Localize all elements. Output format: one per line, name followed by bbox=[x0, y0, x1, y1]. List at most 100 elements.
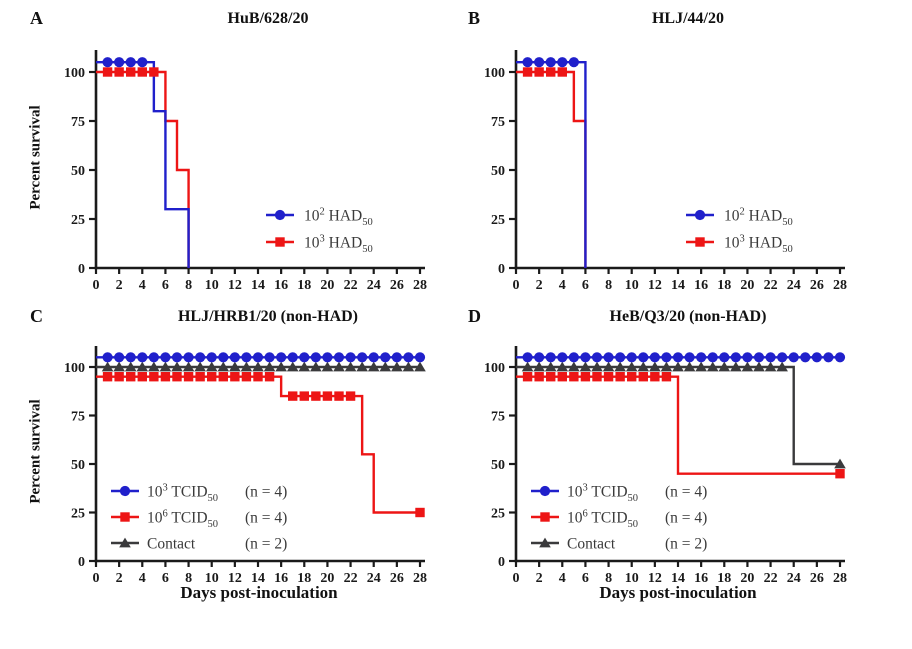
marker-triangle bbox=[544, 361, 557, 372]
marker-triangle bbox=[240, 361, 253, 372]
marker-triangle bbox=[205, 361, 218, 372]
marker-circle bbox=[195, 352, 206, 363]
marker-triangle bbox=[556, 361, 569, 372]
marker-circle bbox=[672, 352, 684, 363]
marker-square bbox=[120, 512, 130, 522]
series-markers-blue bbox=[522, 352, 846, 363]
legend-n-label: (n = 4) bbox=[245, 484, 287, 501]
legend-label: Contact bbox=[147, 536, 196, 553]
marker-triangle bbox=[356, 361, 368, 372]
marker-circle bbox=[114, 352, 125, 363]
marker-square bbox=[546, 372, 556, 382]
panel-a: 0 2 4 6 8 10 12 14 16 18 20 22 24 26 28 0 25 50 75 100 102 H… bbox=[0, 0, 456, 300]
marker-square bbox=[650, 372, 660, 382]
series-line-red bbox=[516, 70, 587, 268]
x-tick-label: 12 bbox=[228, 571, 242, 586]
x-tick-label: 6 bbox=[162, 571, 169, 586]
marker-circle bbox=[603, 352, 614, 363]
marker-triangle bbox=[539, 537, 551, 548]
marker-square bbox=[160, 372, 171, 382]
legend-label: 102 HAD50 bbox=[724, 207, 793, 229]
marker-triangle bbox=[171, 361, 183, 372]
x-tick-label: 2 bbox=[116, 278, 123, 293]
series-markers-blue bbox=[102, 352, 426, 363]
marker-square bbox=[102, 372, 113, 382]
y-tick-label: 100 bbox=[64, 66, 85, 81]
marker-triangle bbox=[275, 361, 287, 372]
marker-circle bbox=[568, 352, 579, 363]
x-tick-label: 26 bbox=[810, 571, 824, 586]
marker-square bbox=[241, 372, 252, 382]
marker-circle bbox=[119, 485, 131, 497]
marker-circle bbox=[557, 57, 568, 68]
marker-circle bbox=[137, 57, 148, 68]
marker-triangle bbox=[672, 361, 684, 372]
series-markers-blue bbox=[522, 57, 579, 68]
x-tick-label: 20 bbox=[320, 278, 334, 293]
marker-circle bbox=[649, 352, 660, 363]
marker-circle bbox=[102, 352, 113, 363]
marker-triangle bbox=[741, 361, 754, 372]
marker-triangle bbox=[602, 361, 615, 372]
panel-letter-d: D bbox=[468, 306, 481, 326]
marker-triangle bbox=[113, 361, 125, 372]
marker-circle bbox=[160, 352, 171, 363]
marker-square bbox=[522, 67, 533, 77]
panel-title-d: HeB/Q3/20 (non-HAD) bbox=[609, 308, 767, 325]
marker-square bbox=[835, 469, 845, 479]
y-tick-label: 75 bbox=[491, 410, 505, 425]
y-tick-label: 50 bbox=[71, 458, 85, 473]
marker-square bbox=[534, 67, 544, 77]
x-axis-label-c: Days post-inoculation bbox=[180, 583, 338, 602]
y-tick-label: 25 bbox=[71, 507, 85, 522]
marker-circle bbox=[765, 352, 776, 363]
marker-square bbox=[102, 67, 113, 77]
y-tick-label: 0 bbox=[78, 555, 85, 570]
marker-square bbox=[569, 372, 579, 382]
x-tick-label: 8 bbox=[605, 571, 612, 586]
marker-triangle bbox=[402, 361, 415, 372]
panel-letter-c: C bbox=[30, 306, 43, 326]
marker-circle bbox=[753, 352, 765, 363]
x-tick-label: 22 bbox=[344, 278, 358, 293]
marker-triangle bbox=[414, 361, 426, 372]
x-tick-label: 24 bbox=[787, 278, 801, 293]
marker-triangle bbox=[568, 361, 580, 372]
x-tick-label: 20 bbox=[740, 571, 754, 586]
y-tick-label: 100 bbox=[484, 361, 505, 376]
marker-triangle bbox=[252, 361, 264, 372]
marker-square bbox=[195, 372, 205, 382]
marker-triangle bbox=[391, 361, 403, 372]
marker-circle bbox=[568, 57, 579, 68]
marker-triangle bbox=[217, 361, 230, 372]
marker-triangle bbox=[194, 361, 206, 372]
x-tick-label: 14 bbox=[671, 571, 685, 586]
x-tick-label: 4 bbox=[139, 571, 146, 586]
x-tick-label: 24 bbox=[787, 571, 801, 586]
series-markers-red bbox=[522, 67, 567, 77]
marker-circle bbox=[391, 352, 402, 363]
marker-circle bbox=[183, 352, 194, 363]
marker-circle bbox=[229, 352, 240, 363]
series-markers-red bbox=[102, 67, 159, 77]
x-tick-label: 14 bbox=[251, 571, 265, 586]
marker-circle bbox=[534, 352, 545, 363]
marker-square bbox=[264, 372, 275, 382]
x-tick-label: 0 bbox=[93, 571, 100, 586]
marker-circle bbox=[580, 352, 591, 363]
x-tick-label: 24 bbox=[367, 571, 381, 586]
legend-n-label: (n = 4) bbox=[665, 510, 707, 527]
series-markers-red bbox=[522, 372, 845, 479]
marker-circle bbox=[707, 352, 718, 363]
marker-triangle bbox=[591, 361, 603, 372]
marker-square bbox=[253, 372, 263, 382]
series-line-red bbox=[96, 375, 420, 514]
legend-label: 102 HAD50 bbox=[304, 207, 373, 229]
marker-square bbox=[540, 512, 550, 522]
x-tick-label: 22 bbox=[344, 571, 358, 586]
